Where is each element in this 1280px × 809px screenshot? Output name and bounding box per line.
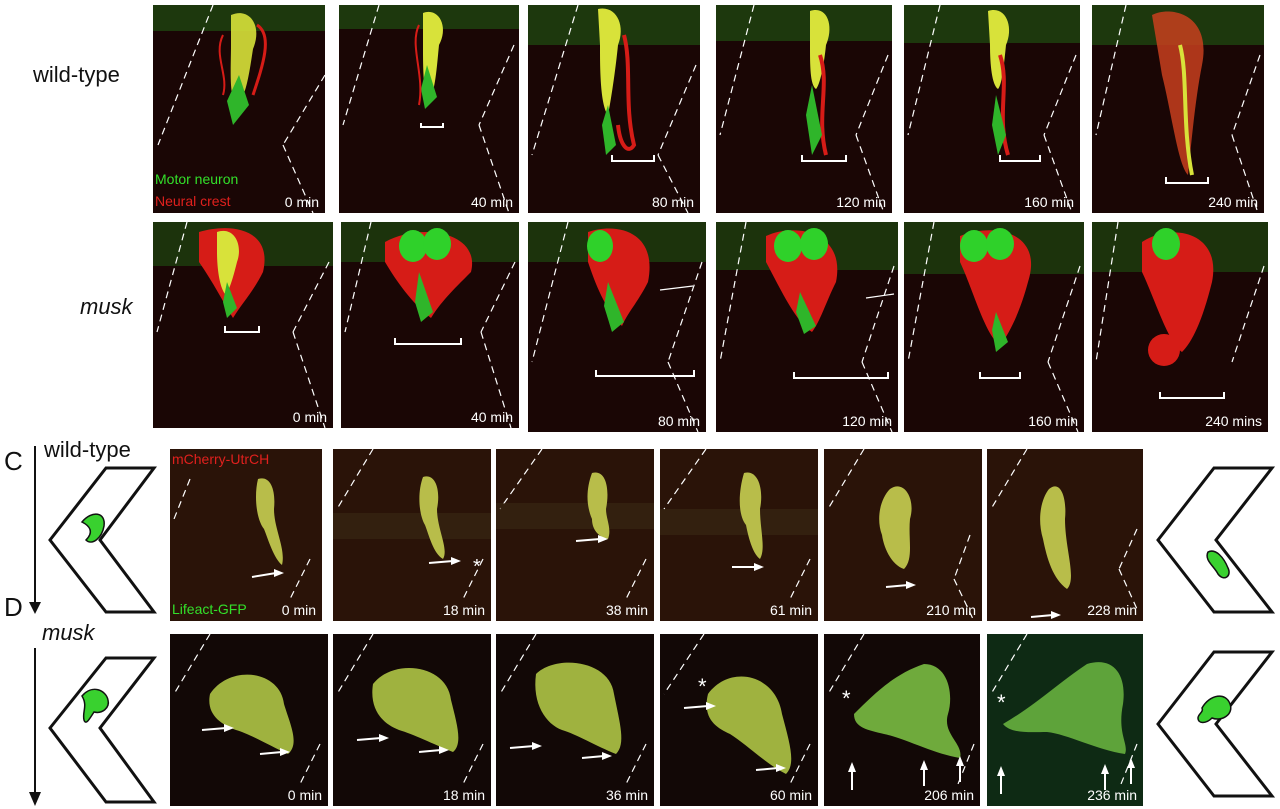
micrograph-b-2: 40 min xyxy=(341,222,519,428)
legend-neural-crest: Neural crest xyxy=(155,193,231,209)
timestamp: 228 min xyxy=(1087,602,1137,618)
micrograph-a-3: 80 min xyxy=(528,5,700,213)
micrograph-b-6: 240 mins xyxy=(1092,222,1268,432)
legend-motor-neuron: Motor neuron xyxy=(155,171,239,187)
chevron-schematic-d-right-icon xyxy=(1156,650,1276,798)
micrograph-a-2: 40 min xyxy=(339,5,519,213)
legend-lifeact-gfp: Lifeact-GFP xyxy=(172,601,247,617)
chevron-schematic-c-right-icon xyxy=(1156,466,1276,614)
timestamp: 0 min xyxy=(287,787,322,803)
micrograph-d-6: * 236 min xyxy=(987,634,1143,806)
micrograph-c-6: 228 min xyxy=(987,449,1143,621)
legend-mcherry-utrch: mCherry-UtrCH xyxy=(172,451,270,467)
timestamp: 18 min xyxy=(442,787,485,803)
svg-text:*: * xyxy=(698,674,707,699)
micrograph-b-3: 80 min xyxy=(528,222,706,432)
timestamp: 236 min xyxy=(1087,787,1137,803)
timestamp: 120 min xyxy=(842,413,892,429)
panel-label-c: C xyxy=(4,446,23,476)
row-label-musk-b: musk xyxy=(80,294,133,319)
timestamp: 80 min xyxy=(657,413,700,429)
row-label-wild-type-c: wild-type xyxy=(44,437,131,462)
micrograph-a-5: 160 min xyxy=(904,5,1080,213)
timestamp: 38 min xyxy=(605,602,648,618)
micrograph-b-4: 120 min xyxy=(716,222,898,432)
panel-label-d: D xyxy=(4,592,23,622)
timestamp: 0 min xyxy=(281,602,316,618)
timestamp: 240 mins xyxy=(1205,413,1262,429)
micrograph-b-1: 0 min xyxy=(153,222,333,428)
timestamp: 206 min xyxy=(924,787,974,803)
micrograph-d-2: 18 min xyxy=(333,634,491,806)
timestamp: 0 min xyxy=(292,409,327,425)
micrograph-b-5: 160 min xyxy=(904,222,1084,432)
timestamp: 160 min xyxy=(1024,194,1074,210)
timestamp: 240 min xyxy=(1208,194,1258,210)
timestamp: 80 min xyxy=(651,194,694,210)
micrograph-a-4: 120 min xyxy=(716,5,892,213)
svg-text:*: * xyxy=(842,686,851,711)
timestamp: 210 min xyxy=(926,602,976,618)
row-label-wild-type-a: wild-type xyxy=(33,62,120,87)
timestamp: 160 min xyxy=(1028,413,1078,429)
timestamp: 40 min xyxy=(470,194,513,210)
micrograph-c-1: mCherry-UtrCH Lifeact-GFP 0 min xyxy=(170,449,322,621)
chevron-schematic-c-left-icon xyxy=(48,466,157,614)
timestamp: 61 min xyxy=(769,602,812,618)
chevron-schematic-d-left-icon xyxy=(48,656,158,804)
time-arrow-c-icon xyxy=(29,446,41,614)
micrograph-c-4: 61 min xyxy=(660,449,818,621)
micrograph-d-1: 0 min xyxy=(170,634,328,806)
timestamp: 120 min xyxy=(836,194,886,210)
timestamp: 40 min xyxy=(470,409,513,425)
time-arrow-d-icon xyxy=(29,648,41,806)
timestamp: 60 min xyxy=(769,787,812,803)
micrograph-d-5: * 206 min xyxy=(824,634,980,806)
micrograph-a-6: 240 min xyxy=(1092,5,1264,213)
svg-text:*: * xyxy=(473,556,481,578)
micrograph-d-4: * 60 min xyxy=(660,634,818,806)
timestamp: 0 min xyxy=(284,194,319,210)
row-label-musk-d: musk xyxy=(42,620,95,645)
micrograph-c-3: 38 min xyxy=(496,449,654,621)
micrograph-c-2: * 18 min xyxy=(333,449,491,621)
micrograph-a-1: Motor neuron Neural crest 0 min xyxy=(153,5,325,213)
timestamp: 18 min xyxy=(442,602,485,618)
micrograph-c-5: 210 min xyxy=(824,449,982,621)
svg-text:*: * xyxy=(997,690,1006,715)
timestamp: 36 min xyxy=(605,787,648,803)
micrograph-d-3: 36 min xyxy=(496,634,654,806)
